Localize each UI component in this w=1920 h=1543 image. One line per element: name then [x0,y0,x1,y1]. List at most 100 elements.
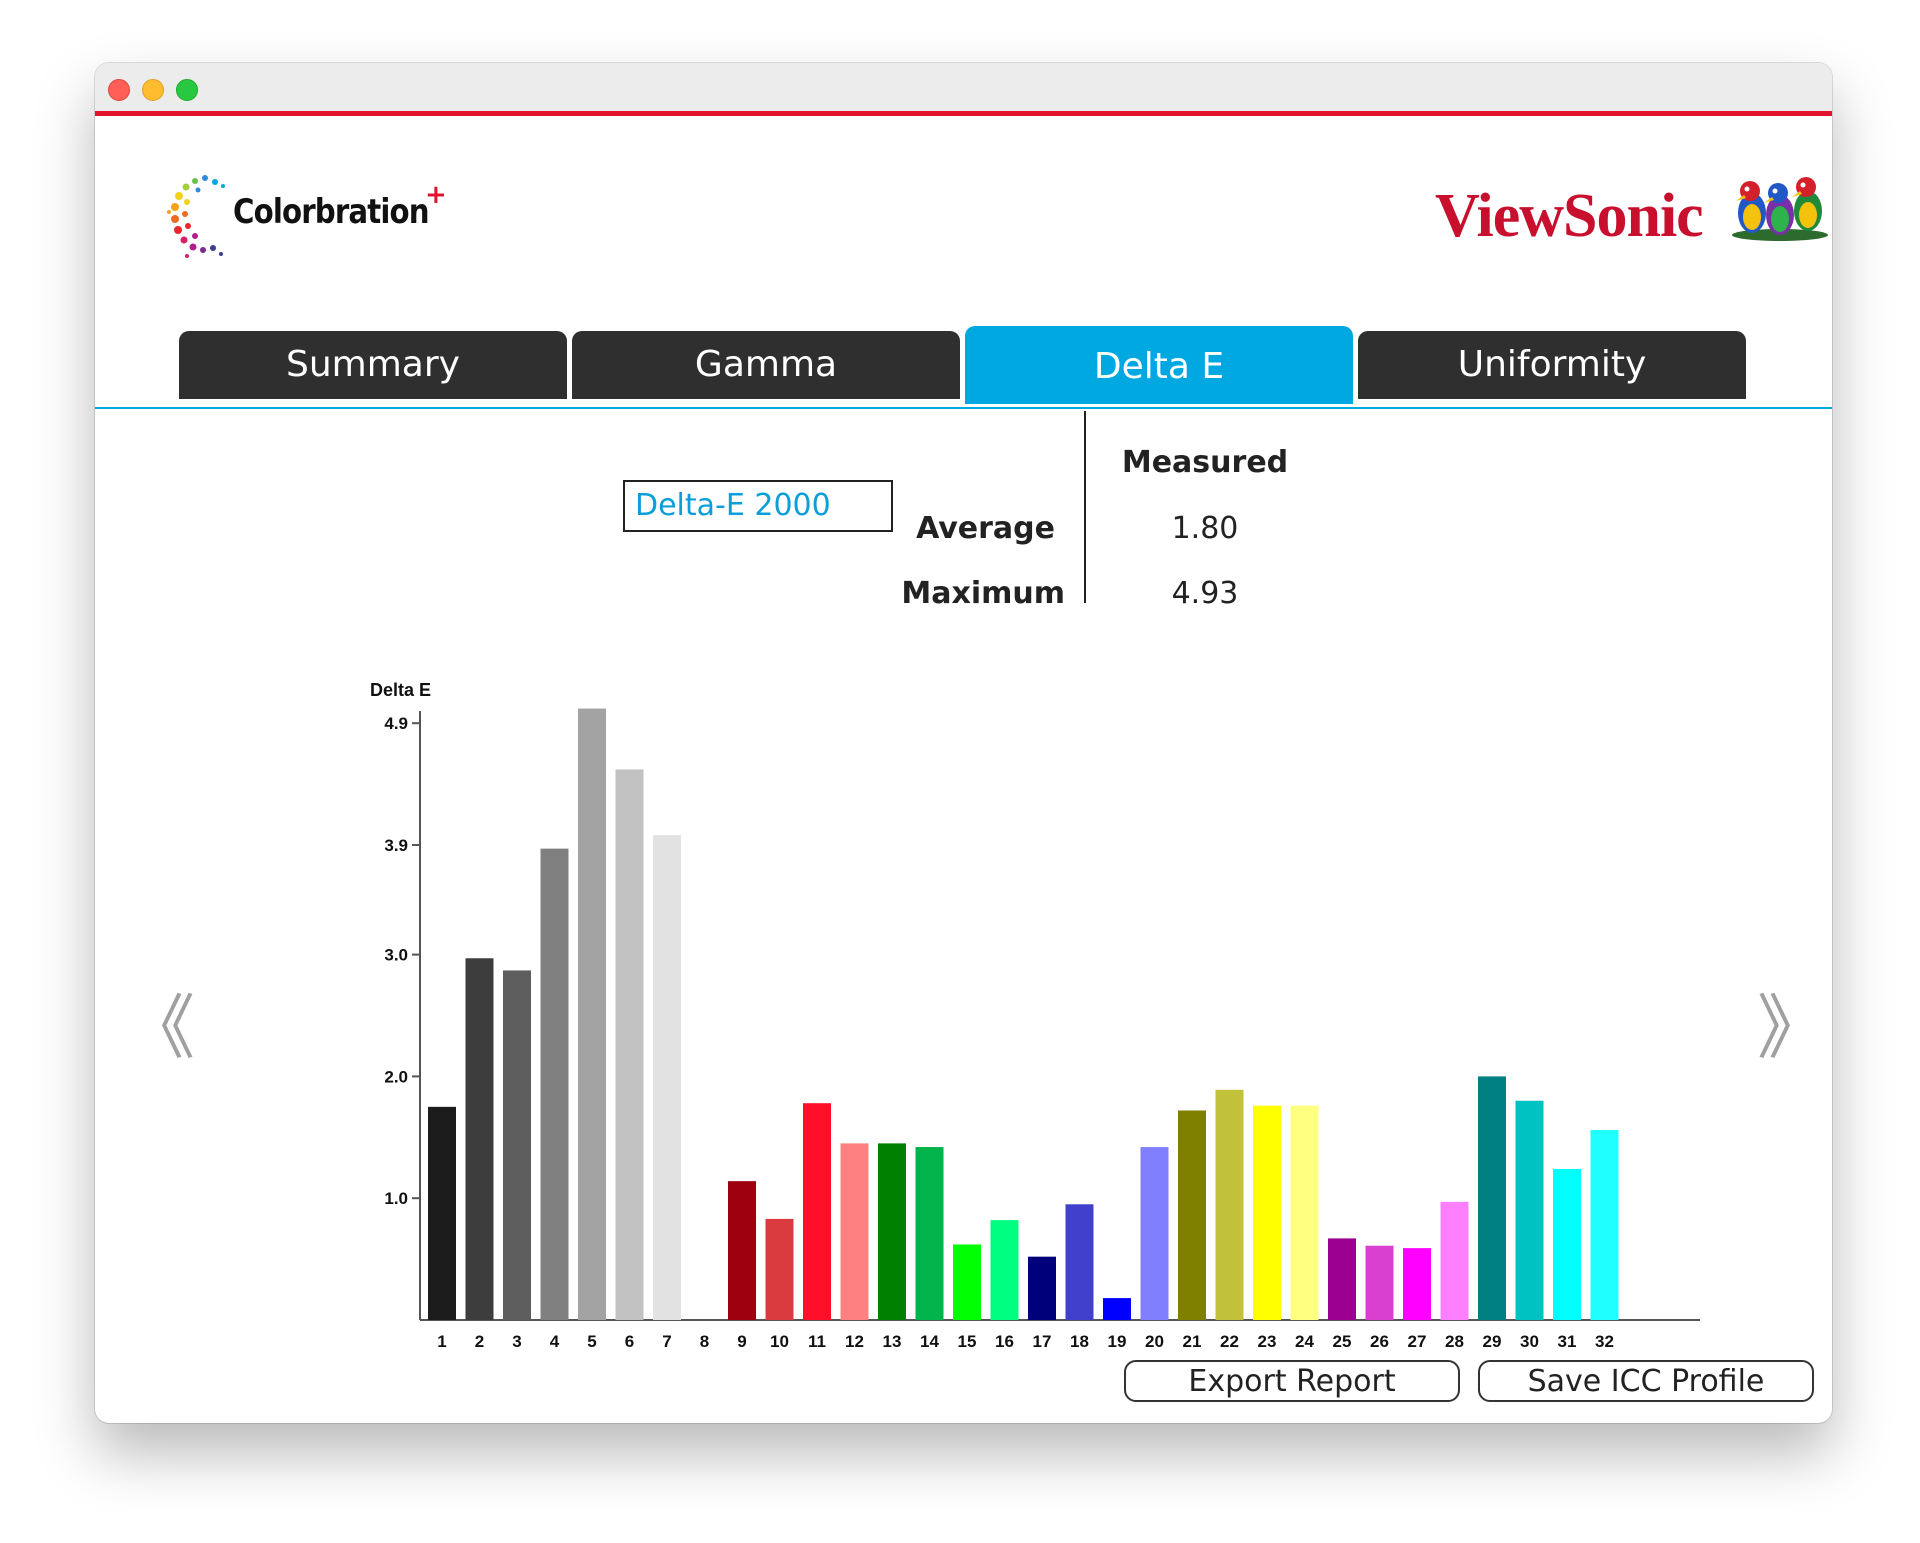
x-tick-label: 26 [1370,1332,1389,1351]
viewsonic-logo-text: ViewSonic [1435,182,1704,250]
bar-15 [953,1244,981,1320]
x-tick-label: 22 [1220,1332,1239,1351]
x-tick-label: 32 [1595,1332,1614,1351]
bar-16 [990,1220,1019,1320]
x-tick-label: 25 [1333,1332,1352,1351]
average-value: 1.80 [1171,511,1239,546]
x-tick-label: 24 [1295,1332,1314,1351]
tab-bar: Summary Gamma Delta E Uniformity [179,326,1749,404]
measured-column-header: Measured [1121,445,1289,480]
colorbration-logo-text: Colorbration [233,192,430,232]
bar-13 [878,1143,906,1320]
x-tick-label: 18 [1070,1332,1089,1351]
bar-18 [1065,1204,1094,1320]
bar-2 [465,958,494,1320]
maximum-value: 4.93 [1171,576,1239,611]
bar-23 [1253,1105,1281,1320]
x-tick-label: 13 [883,1332,902,1351]
x-tick-label: 8 [700,1332,709,1351]
x-tick-label: 28 [1445,1332,1464,1351]
x-tick-label: 23 [1258,1332,1277,1351]
bar-31 [1553,1168,1581,1320]
y-tick-label: 3.0 [384,946,408,965]
y-tick-label: 1.0 [384,1189,408,1208]
bar-19 [1103,1298,1131,1320]
tab-summary[interactable]: Summary [179,331,567,399]
x-tick-label: 4 [550,1332,560,1351]
y-tick-label: 2.0 [384,1067,408,1086]
x-tick-label: 30 [1520,1332,1539,1351]
bar-7 [653,835,681,1320]
viewsonic-birds-icon [1732,177,1828,241]
minimize-window-button[interactable] [142,79,164,101]
app-window: Colorbration + ViewSonic Summary Gamma D… [95,63,1832,1423]
x-tick-label: 2 [475,1332,484,1351]
colorbration-dots-icon [167,175,225,258]
colorbration-logo: Colorbration + [165,168,465,268]
bar-26 [1365,1245,1394,1320]
x-tick-label: 9 [737,1332,746,1351]
delta-e-metric-select[interactable]: Delta-E 2000 [623,480,893,532]
x-tick-label: 16 [995,1332,1014,1351]
x-tick-label: 27 [1408,1332,1427,1351]
maximum-label: Maximum [901,576,1065,611]
x-tick-label: 1 [437,1332,446,1351]
bar-32 [1590,1129,1619,1320]
tab-underline [95,407,1832,409]
colorbration-logo-plus: + [425,180,447,210]
delta-e-bar-chart: Delta E 1.02.03.03.94.9 1 2 3 4 5 6 7 8 9 10 11 12 1… [370,680,1700,1351]
header-accent-line [95,111,1832,116]
double-chevron-right-icon[interactable]: 》 [1757,987,1827,1069]
x-tick-label: 7 [662,1332,671,1351]
bar-12 [840,1143,869,1320]
x-tick-label: 5 [587,1332,596,1351]
tab-uniformity[interactable]: Uniformity [1358,331,1746,399]
tab-gamma[interactable]: Gamma [572,331,960,399]
bar-25 [1328,1238,1356,1320]
viewsonic-logo: ViewSonic [1435,163,1832,273]
x-tick-label: 21 [1183,1332,1202,1351]
bar-11 [803,1103,831,1320]
x-tick-label: 20 [1145,1332,1164,1351]
bar-5 [578,708,606,1320]
bar-14 [915,1147,944,1320]
y-tick-label: 4.9 [384,714,408,733]
x-tick-label: 31 [1558,1332,1577,1351]
bar-21 [1178,1110,1206,1320]
bar-4 [540,848,569,1320]
x-tick-label: 17 [1033,1332,1052,1351]
x-tick-label: 12 [845,1332,864,1351]
x-tick-label: 10 [770,1332,789,1351]
x-tick-label: 19 [1108,1332,1127,1351]
stats-divider [1084,411,1086,603]
average-label: Average [916,511,1055,546]
title-bar [95,63,1832,111]
close-window-button[interactable] [108,79,130,101]
bar-27 [1403,1248,1431,1320]
y-axis-label: Delta E [370,680,431,700]
bar-3 [503,970,531,1320]
bar-29 [1478,1076,1506,1320]
x-tick-label: 14 [920,1332,939,1351]
bar-22 [1215,1089,1244,1320]
x-tick-label: 11 [808,1332,826,1351]
bar-28 [1440,1201,1469,1320]
y-tick-label: 3.9 [384,836,408,855]
export-report-button[interactable]: Export Report [1124,1360,1460,1402]
x-tick-label: 29 [1483,1332,1502,1351]
bar-6 [615,769,644,1320]
bar-30 [1515,1100,1544,1320]
bar-17 [1028,1256,1056,1320]
double-chevron-left-icon[interactable]: 《 [125,987,195,1069]
bar-20 [1140,1147,1169,1320]
zoom-window-button[interactable] [176,79,198,101]
save-icc-profile-button[interactable]: Save ICC Profile [1478,1360,1814,1402]
tab-delta-e[interactable]: Delta E [965,326,1353,404]
bar-24 [1290,1105,1319,1320]
x-tick-label: 3 [512,1332,521,1351]
x-tick-label: 15 [958,1332,977,1351]
bar-1 [428,1106,456,1320]
x-tick-label: 6 [625,1332,634,1351]
bar-10 [765,1218,794,1320]
bar-9 [728,1181,756,1320]
